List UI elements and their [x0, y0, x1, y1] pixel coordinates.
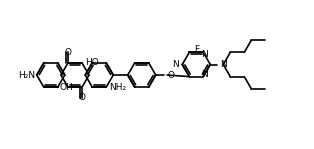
- Text: HO: HO: [85, 58, 99, 67]
- Text: NH₂: NH₂: [109, 83, 126, 92]
- Text: N: N: [172, 60, 179, 69]
- Text: N: N: [201, 70, 208, 79]
- Text: O: O: [64, 48, 72, 57]
- Text: F: F: [194, 45, 199, 53]
- Text: O: O: [78, 93, 85, 102]
- Text: N: N: [201, 50, 208, 59]
- Text: OH: OH: [60, 83, 73, 92]
- Text: H₂N: H₂N: [18, 70, 35, 80]
- Text: N: N: [220, 60, 227, 69]
- Text: O: O: [167, 70, 174, 80]
